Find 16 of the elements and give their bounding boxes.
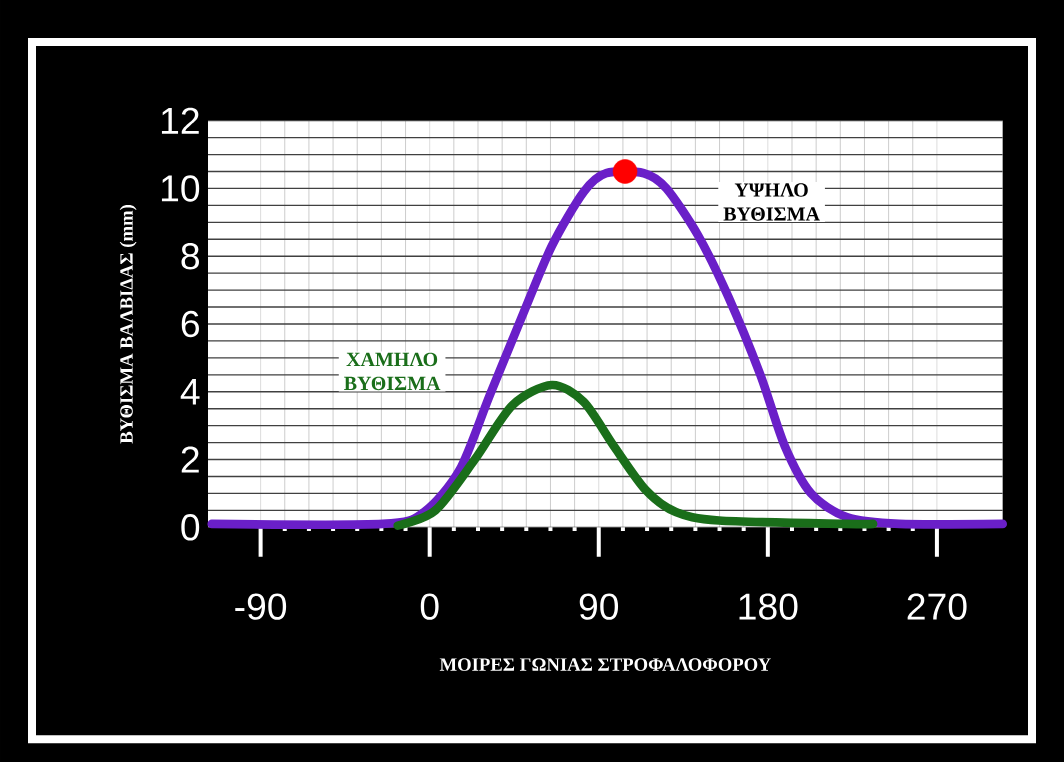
- y-tick-label: 4: [180, 378, 200, 405]
- x-tick-label: 270: [907, 593, 967, 620]
- y-tick-label: 0: [181, 514, 200, 541]
- y-tick-label: 2: [181, 446, 199, 473]
- text: ΧΑΜΗΛΟ ΒΥΘΙΣΜΑ: [344, 352, 441, 391]
- y-tick-label: 10: [161, 175, 200, 202]
- y-tick-label: 6: [181, 310, 199, 338]
- x-tick-label: 90: [579, 593, 619, 620]
- x-tick-label: 180: [739, 593, 798, 620]
- x-axis-title: ΜΟΙΡΕΣ ΓΩΝΙΑΣ ΣΤΡΟΦΑΛΟΦΟΡΟΥ: [439, 658, 771, 671]
- y-axis-title: ΒΥΘΙΣΜΑ ΒΑΛΒΙΔΑΣ (mm): [119, 205, 137, 444]
- x-tick-label: -90: [235, 593, 287, 620]
- y-tick-label: 12: [161, 107, 199, 134]
- y-tick-label: 8: [181, 243, 199, 270]
- series-label: ΥΨΗΛΟ ΒΥΘΙΣΜΑ: [723, 183, 820, 221]
- x-tick-label: 0: [420, 593, 439, 620]
